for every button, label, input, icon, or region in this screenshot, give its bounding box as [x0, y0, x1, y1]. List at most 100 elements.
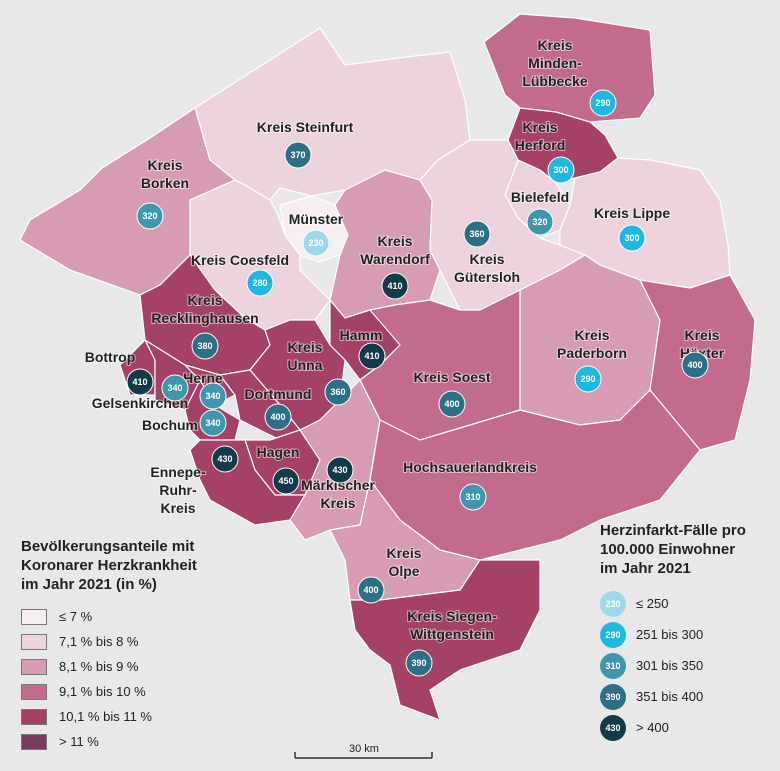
- marker-value: 400: [687, 360, 702, 370]
- marker-value: 310: [465, 492, 480, 502]
- marker-circle: [272, 467, 300, 495]
- label-maerkischer-kreis: Märkischer Kreis: [301, 477, 375, 511]
- marker-circle: [199, 382, 227, 410]
- label-muenster: Münster: [289, 211, 344, 227]
- legend-cases-label: 251 bis 300: [636, 627, 704, 642]
- region-kreis-guetersloh: [419, 139, 586, 311]
- marker-kreis-olpe: 400: [357, 576, 385, 604]
- label-kreis-minden-luebbecke: Kreis Minden-Lübbecke: [522, 37, 588, 89]
- label-kreis-coesfeld: Kreis Coesfeld: [191, 252, 289, 268]
- marker-circle: [438, 390, 466, 418]
- label-bielefeld: Bielefeld: [511, 189, 569, 205]
- marker-value: 360: [330, 387, 345, 397]
- marker-circle: [136, 202, 164, 230]
- marker-circle: [302, 229, 330, 257]
- label-hochsauerlandkreis: Hochsauerlandkreis: [403, 459, 537, 475]
- marker-kreis-siegen-wittgenstein: 390: [405, 649, 433, 677]
- marker-kreis-herford: 300: [547, 156, 575, 184]
- marker-value: 390: [411, 658, 426, 668]
- marker-value: 400: [363, 585, 378, 595]
- legend-share-item: ≤ 7 %: [21, 604, 281, 629]
- marker-value: 300: [624, 233, 639, 243]
- marker-kreis-steinfurt: 370: [284, 141, 312, 169]
- legend-swatch: [21, 658, 47, 675]
- legend-cases-label: > 400: [636, 720, 669, 735]
- marker-circle: [211, 445, 239, 473]
- marker-circle: [358, 342, 386, 370]
- marker-circle: [526, 208, 554, 236]
- marker-maerkischer-kreis: 430: [326, 456, 354, 484]
- marker-value: 340: [205, 418, 220, 428]
- label-hamm: Hamm: [340, 327, 383, 343]
- label-kreis-guetersloh: Kreis Gütersloh: [454, 251, 520, 285]
- legend-share-item: 9,1 % bis 10 %: [21, 679, 281, 704]
- marker-herne: 360: [324, 378, 352, 406]
- label-bochum: Bochum: [142, 417, 198, 433]
- marker-kreis-unna: 410: [358, 342, 386, 370]
- marker-value: 290: [580, 374, 595, 384]
- marker-dortmund: 340: [199, 409, 227, 437]
- label-kreis-siegen-wittgenstein: Kreis Siegen-Wittgenstein: [407, 608, 497, 642]
- legend-share-label: 9,1 % bis 10 %: [59, 684, 146, 699]
- marker-circle: [326, 456, 354, 484]
- marker-value: 300: [553, 165, 568, 175]
- marker-value: 280: [252, 278, 267, 288]
- legend-cases-label: 351 bis 400: [636, 689, 704, 704]
- legend-share-item: 8,1 % bis 9 %: [21, 654, 281, 679]
- marker-muenster: 360: [463, 220, 491, 248]
- legend-share-item: 10,1 % bis 11 %: [21, 704, 281, 729]
- marker-circle: [161, 374, 189, 402]
- marker-circle: [547, 156, 575, 184]
- marker-circle: [246, 269, 274, 297]
- marker-hagen: 430: [211, 445, 239, 473]
- marker-value: 430: [217, 454, 232, 464]
- label-bottrop: Bottrop: [85, 349, 136, 365]
- label-dortmund: Dortmund: [245, 386, 312, 402]
- label-ennepe-ruhr-kreis: Ennepe-Ruhr-Kreis: [150, 464, 206, 516]
- label-kreis-borken: Kreis Borken: [141, 157, 189, 191]
- label-kreis-steinfurt: Kreis Steinfurt: [257, 119, 354, 135]
- legend-cases-item: 290 251 bis 300: [600, 619, 780, 650]
- label-kreis-soest: Kreis Soest: [413, 369, 490, 385]
- legend-share-label: 10,1 % bis 11 %: [59, 709, 152, 724]
- legend-marker: 290: [600, 621, 626, 648]
- legend-swatch: [21, 708, 47, 725]
- label-hagen: Hagen: [257, 444, 300, 460]
- marker-kreis-minden-luebbecke: 290: [589, 89, 617, 117]
- legend-cases-item: 310 301 bis 350: [600, 650, 780, 681]
- marker-circle: [574, 365, 602, 393]
- district-shapes: [19, 13, 756, 721]
- legend-marker: 390: [600, 683, 626, 710]
- marker-circle: [284, 141, 312, 169]
- marker-kreis-hoexter: 410: [126, 368, 154, 396]
- legend-share-label: > 11 %: [59, 734, 99, 749]
- legend-marker: 430: [600, 714, 626, 741]
- marker-circle: [324, 378, 352, 406]
- marker-circle: [191, 332, 219, 360]
- label-herne: Herne: [183, 370, 223, 386]
- legend-marker: 230: [600, 590, 626, 617]
- legend-cases-label: ≤ 250: [636, 596, 669, 611]
- marker-bielefeld: 320: [526, 208, 554, 236]
- marker-kreis-recklinghausen: 380: [191, 332, 219, 360]
- legend-cases-item: 430 > 400: [600, 712, 780, 743]
- marker-value: 400: [270, 412, 285, 422]
- label-kreis-paderborn: Kreis Paderborn: [557, 327, 627, 361]
- marker-circle: [589, 89, 617, 117]
- marker-circle: [264, 403, 292, 431]
- legend-cases-label: 301 bis 350: [636, 658, 704, 673]
- marker-hamm: 290: [574, 365, 602, 393]
- legend-swatch: [21, 683, 47, 700]
- marker-circle: [459, 483, 487, 511]
- marker-value: 370: [290, 150, 305, 160]
- marker-hochsauerlandkreis: 310: [459, 483, 487, 511]
- legend-share-label: ≤ 7 %: [59, 609, 93, 624]
- marker-circle: [199, 409, 227, 437]
- marker-value: 410: [132, 377, 147, 387]
- heart-attack-markers: 290 370 300 320 320 300 230 360 410 280 380 410 290 4…: [126, 89, 709, 677]
- marker-circle: [463, 220, 491, 248]
- marker-circle: [381, 272, 409, 300]
- legend-swatch: [21, 608, 47, 625]
- marker-kreis-borken: 320: [136, 202, 164, 230]
